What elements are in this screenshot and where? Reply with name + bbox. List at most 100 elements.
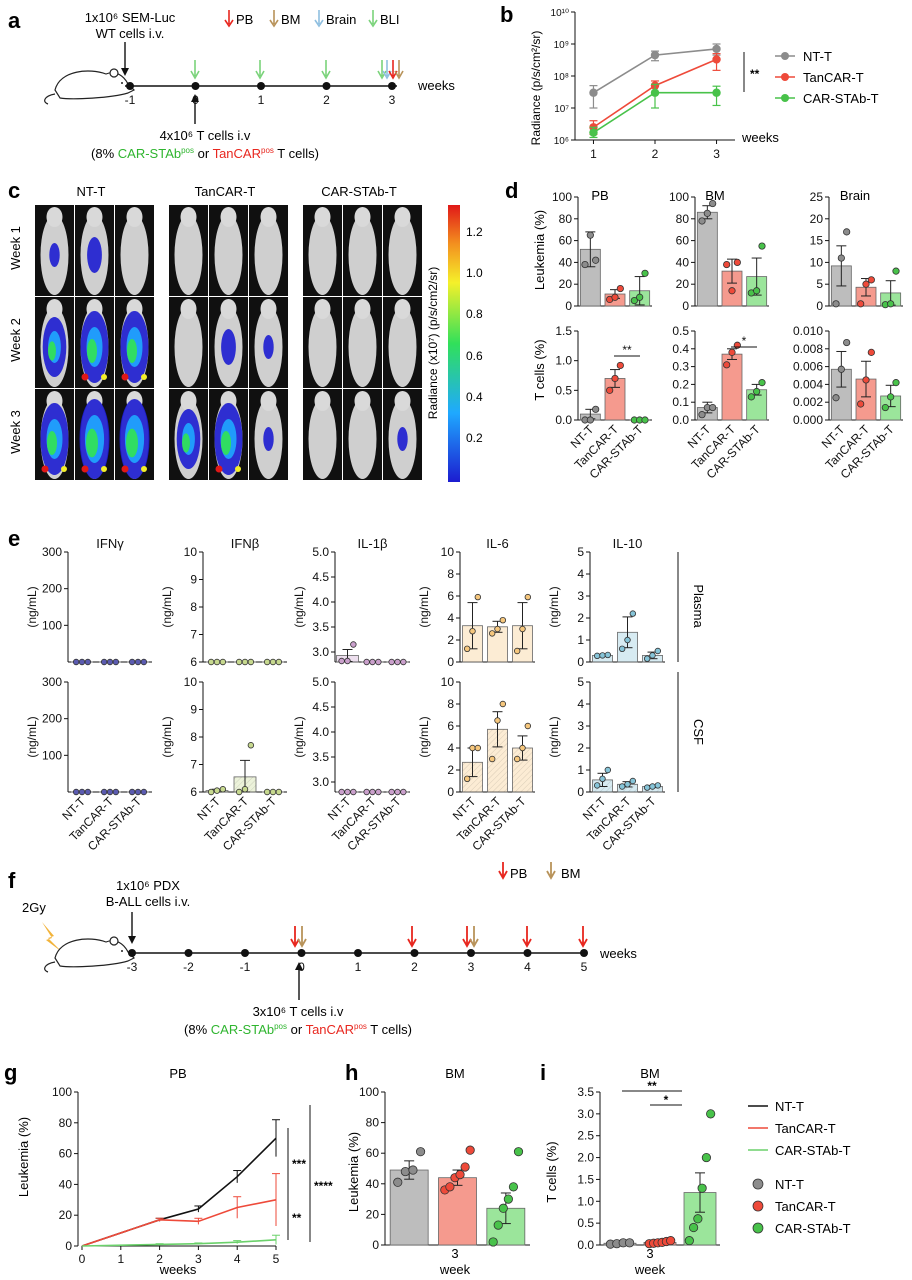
data-point — [84, 658, 92, 666]
y-tick-label: 7 — [190, 758, 197, 772]
data-point — [832, 300, 840, 308]
legend-b-ntt: NT-T — [803, 49, 832, 64]
data-point — [753, 287, 761, 295]
data-point — [524, 593, 532, 601]
signal-peak — [121, 373, 129, 381]
bli-image-grid — [35, 205, 422, 480]
panel-c-letter: c — [8, 178, 20, 203]
panel-e-subchart: IFNβ (ng/mL) 6 7 8 9 10 — [160, 536, 287, 669]
signal-low — [263, 335, 274, 359]
data-point — [207, 658, 215, 666]
sig-label: ** — [622, 343, 632, 357]
svg-text:0.6: 0.6 — [466, 349, 483, 363]
data-point — [604, 766, 612, 774]
signal-low — [221, 329, 236, 365]
panel-h-letter: h — [345, 1060, 358, 1085]
legend-pb: PB — [236, 12, 253, 27]
data-point — [350, 788, 357, 796]
x-tick-label: 0 — [79, 1252, 86, 1266]
y-tick-label: 9 — [190, 573, 197, 587]
legend-f-bm: BM — [561, 866, 581, 881]
panel-d-subchart: 0 20 40 60 80 100 — [669, 190, 769, 313]
panel-f-legend: PB BM — [498, 862, 581, 881]
data-point — [624, 781, 631, 788]
data-point — [837, 365, 845, 373]
mouse-silhouette — [174, 307, 203, 387]
y-tick-label: 1.0 — [577, 1194, 594, 1208]
data-point — [881, 403, 889, 412]
mouse-silhouette — [254, 215, 283, 295]
panel-d-ylabel-tcells: T cells (%) — [532, 339, 547, 400]
y-tick-label: 0 — [447, 785, 454, 799]
y-tick-label: 20 — [366, 1207, 380, 1221]
y-tick-label: 2 — [447, 633, 454, 647]
panel-g-sig-2: ** — [292, 1211, 302, 1225]
data-point — [519, 625, 526, 633]
x-tick-label: 2 — [652, 147, 659, 161]
data-point — [375, 658, 382, 666]
panel-i-sig-1: ** — [647, 1079, 657, 1093]
data-point — [843, 228, 851, 236]
timeline-dot — [322, 82, 331, 90]
data-point — [72, 658, 80, 666]
y-tick-label: 5 — [577, 675, 584, 689]
data-point — [709, 199, 717, 208]
brown-arrow-icon — [269, 10, 279, 28]
y-tick-label: 60 — [59, 1147, 73, 1161]
svg-text:1.0: 1.0 — [466, 266, 483, 280]
data-point — [140, 658, 148, 666]
data-point — [867, 348, 875, 356]
y-tick-label: 5 — [816, 277, 823, 291]
timeline-tick-label: -1 — [125, 93, 136, 107]
y-tick-label: 10 — [810, 255, 824, 269]
y-tick-label: 0.002 — [793, 395, 823, 409]
timeline-dot — [388, 82, 396, 90]
data-point — [618, 783, 626, 790]
y-tick-label: 40 — [559, 255, 573, 269]
legend-gi-dot-ntt: NT-T — [775, 1177, 804, 1192]
data-point — [629, 610, 637, 617]
y-tick-label: 3.5 — [312, 620, 329, 634]
data-point — [363, 658, 370, 666]
panel-d-subchart: 0.0000.0020.0040.0060.0080.010NT-TTanCAR… — [793, 324, 903, 481]
panel-g-ylabel: Leukemia (%) — [16, 1117, 31, 1197]
data-point — [843, 338, 851, 347]
data-point — [213, 787, 221, 794]
timeline-dot — [184, 949, 193, 957]
signal-high — [127, 339, 137, 363]
data-point — [604, 651, 612, 659]
panel-i-ylabel: T cells (%) — [544, 1141, 559, 1202]
data-point — [400, 788, 407, 796]
mouse-silhouette — [348, 399, 377, 479]
panel-d-ylabel-leukemia: Leukemia (%) — [532, 210, 547, 290]
data-point — [445, 1182, 455, 1192]
data-point — [494, 625, 501, 633]
mouse-silhouette — [348, 307, 377, 387]
mouse-icon — [44, 68, 135, 105]
data-point — [629, 777, 637, 785]
timeline-tick-label: 3 — [389, 93, 396, 107]
data-point — [857, 400, 865, 408]
sampling-arrows — [290, 926, 588, 948]
cytokine-title: IFNβ — [231, 536, 259, 551]
y-tick-label: 0.1 — [672, 395, 689, 409]
svg-text:0.8: 0.8 — [466, 307, 483, 321]
timeline-tick-label: 3 — [468, 960, 475, 974]
panel-e-subchart: IFNγ (ng/mL) 100 200 300 — [25, 536, 152, 666]
mouse-silhouette — [388, 215, 417, 295]
data-point — [350, 641, 357, 648]
y-tick-label: 0.010 — [793, 324, 823, 338]
y-tick-label: 2 — [447, 763, 454, 777]
legend-gi-line-ntt: NT-T — [775, 1099, 804, 1114]
data-point — [400, 658, 407, 666]
data-point — [697, 1183, 707, 1193]
y-tick-label: 0.008 — [793, 342, 823, 356]
data-point — [508, 1182, 519, 1192]
data-point — [641, 416, 649, 424]
y-tick-label: 20 — [59, 1208, 73, 1222]
y-tick-label: 8 — [447, 697, 454, 711]
y-tick-label: 0.000 — [793, 413, 823, 427]
sig-label: * — [742, 334, 747, 348]
y-tick-label: 10 — [441, 545, 455, 559]
